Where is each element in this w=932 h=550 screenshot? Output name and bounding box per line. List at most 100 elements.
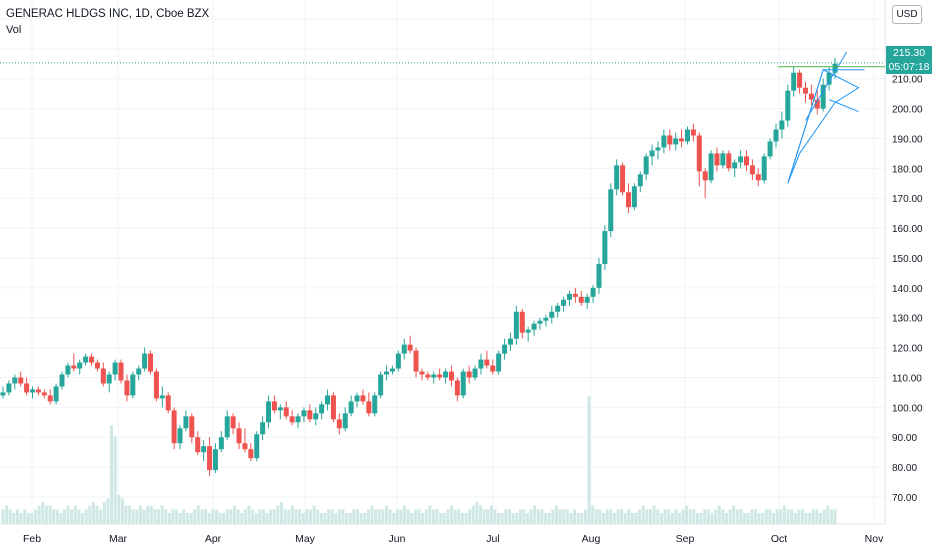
candle[interactable] <box>543 314 549 327</box>
candle[interactable] <box>749 159 755 181</box>
candle[interactable] <box>366 392 372 417</box>
candle[interactable] <box>460 368 466 399</box>
drawings[interactable] <box>778 51 885 184</box>
candle[interactable] <box>779 111 785 139</box>
candle[interactable] <box>378 371 384 399</box>
candle[interactable] <box>820 78 826 112</box>
candle[interactable] <box>401 338 407 360</box>
candle[interactable] <box>171 407 177 450</box>
candle[interactable] <box>112 359 118 381</box>
candle[interactable] <box>643 153 649 181</box>
candle[interactable] <box>183 410 189 432</box>
candle[interactable] <box>142 347 148 372</box>
candle[interactable] <box>18 371 24 387</box>
candle[interactable] <box>136 365 142 381</box>
candle[interactable] <box>425 371 431 381</box>
candle[interactable] <box>791 66 797 97</box>
candle[interactable] <box>785 84 791 127</box>
candle[interactable] <box>726 150 732 172</box>
candle[interactable] <box>230 413 236 435</box>
candle[interactable] <box>266 395 272 429</box>
candle[interactable] <box>89 353 95 366</box>
candle[interactable] <box>814 90 820 115</box>
candle[interactable] <box>649 144 655 166</box>
candle[interactable] <box>596 257 602 294</box>
candle[interactable] <box>325 389 331 411</box>
candle[interactable] <box>94 359 100 372</box>
candle[interactable] <box>177 425 183 450</box>
candle[interactable] <box>738 150 744 169</box>
candle[interactable] <box>755 168 761 187</box>
candle[interactable] <box>71 353 77 372</box>
candle[interactable] <box>525 326 531 342</box>
candle[interactable] <box>354 392 360 408</box>
volume-indicator-label[interactable]: Vol <box>6 24 22 36</box>
candle[interactable] <box>413 347 419 378</box>
candle[interactable] <box>472 365 478 381</box>
candle[interactable] <box>153 368 159 402</box>
candle[interactable] <box>519 308 525 339</box>
candle[interactable] <box>389 365 395 375</box>
candle[interactable] <box>602 225 608 270</box>
candle[interactable] <box>732 159 738 178</box>
candle[interactable] <box>271 395 277 414</box>
candle[interactable] <box>496 350 502 375</box>
candle[interactable] <box>572 287 578 303</box>
candle[interactable] <box>254 431 260 462</box>
candle[interactable] <box>561 296 567 312</box>
candle[interactable] <box>301 407 307 423</box>
candle[interactable] <box>289 410 295 426</box>
candle[interactable] <box>797 69 803 94</box>
candle[interactable] <box>502 338 508 360</box>
candle[interactable] <box>714 147 720 172</box>
candle[interactable] <box>24 377 30 396</box>
candle[interactable] <box>443 368 449 384</box>
candle[interactable] <box>47 389 53 405</box>
candle[interactable] <box>277 404 283 420</box>
candle[interactable] <box>531 320 537 336</box>
candle[interactable] <box>342 407 348 432</box>
candle[interactable] <box>307 404 313 423</box>
candle[interactable] <box>130 371 136 399</box>
candle[interactable] <box>555 302 561 318</box>
candle[interactable] <box>242 428 248 453</box>
candle[interactable] <box>761 153 767 184</box>
candle[interactable] <box>148 350 154 375</box>
candle[interactable] <box>395 350 401 372</box>
candle[interactable] <box>283 401 289 420</box>
candle[interactable] <box>195 431 201 456</box>
candle[interactable] <box>802 81 808 103</box>
time-axis[interactable]: Feb Mar Apr May Jun Jul Aug Sep Oct Nov <box>23 533 884 545</box>
candle[interactable] <box>35 386 41 396</box>
candle[interactable] <box>679 129 685 148</box>
candle[interactable] <box>65 362 71 378</box>
candle[interactable] <box>6 380 12 396</box>
candle[interactable] <box>454 377 460 402</box>
candle[interactable] <box>690 123 696 142</box>
candle[interactable] <box>83 353 89 366</box>
candle[interactable] <box>201 440 207 462</box>
candle[interactable] <box>313 407 319 426</box>
symbol-title[interactable]: GENERAC HLDGS INC, 1D, Cboe BZX <box>6 8 210 20</box>
candle[interactable] <box>743 150 749 172</box>
candle[interactable] <box>720 150 726 169</box>
candle[interactable] <box>684 126 690 145</box>
candle[interactable] <box>655 141 661 160</box>
candle[interactable] <box>584 293 590 309</box>
candle[interactable] <box>767 138 773 160</box>
candle[interactable] <box>419 368 425 381</box>
candle[interactable] <box>407 335 413 354</box>
candle[interactable] <box>708 150 714 184</box>
candle[interactable] <box>620 162 626 196</box>
candle[interactable] <box>236 422 242 450</box>
candle[interactable] <box>212 443 218 474</box>
candle[interactable] <box>696 132 702 187</box>
candle[interactable] <box>159 386 165 408</box>
candle[interactable] <box>360 389 366 405</box>
candle[interactable] <box>484 350 490 369</box>
candle[interactable] <box>384 365 390 381</box>
candle[interactable] <box>490 359 496 375</box>
candle[interactable] <box>431 371 437 384</box>
candle[interactable] <box>41 389 47 399</box>
